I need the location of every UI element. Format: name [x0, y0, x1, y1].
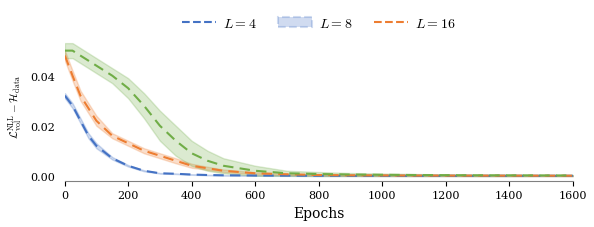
$L=16$ — [140, 105, 147, 108]
$L=4$ — [538, 175, 545, 177]
$L=8$ — [283, 173, 290, 176]
$L=16$ — [569, 174, 576, 177]
X-axis label: Epochs: Epochs — [293, 206, 345, 220]
Line: $L=16$: $L=16$ — [65, 51, 573, 176]
$L=8$ — [125, 142, 132, 145]
$L=4$ — [283, 175, 290, 177]
$L=16$ — [252, 170, 259, 172]
$L=16$ — [93, 65, 100, 68]
$L=4$ — [505, 175, 513, 177]
$L=4$ — [156, 172, 163, 175]
$L=8$ — [569, 175, 576, 177]
$L=8$ — [77, 95, 84, 98]
$L=4$ — [125, 165, 132, 167]
$L=8$ — [156, 155, 163, 157]
$L=16$ — [188, 152, 195, 155]
$L=8$ — [220, 170, 227, 172]
$L=16$ — [85, 60, 92, 63]
$L=16$ — [109, 75, 116, 78]
$L=8$ — [505, 175, 513, 177]
$L=8$ — [315, 174, 323, 177]
$L=4$ — [252, 174, 259, 177]
$L=4$ — [220, 174, 227, 177]
$L=16$ — [69, 50, 76, 53]
$L=8$ — [93, 120, 100, 123]
$L=4$ — [204, 174, 211, 177]
$L=8$ — [61, 55, 68, 58]
$L=4$ — [410, 175, 418, 177]
$L=4$ — [442, 175, 449, 177]
$L=4$ — [347, 175, 354, 177]
$L=8$ — [69, 75, 76, 78]
$L=8$ — [172, 160, 179, 162]
$L=16$ — [505, 174, 513, 177]
$L=4$ — [93, 145, 100, 148]
$L=16$ — [442, 174, 449, 177]
$L=8$ — [474, 175, 481, 177]
$L=8$ — [188, 165, 195, 167]
$L=8$ — [442, 174, 449, 177]
$L=4$ — [378, 175, 386, 177]
$L=16$ — [538, 174, 545, 177]
$L=16$ — [172, 140, 179, 143]
$L=8$ — [410, 174, 418, 177]
$L=8$ — [347, 174, 354, 177]
$L=16$ — [77, 55, 84, 58]
$L=16$ — [220, 165, 227, 167]
$L=8$ — [109, 135, 116, 138]
$L=16$ — [378, 174, 386, 176]
$L=4$ — [61, 95, 68, 98]
$L=4$ — [315, 175, 323, 177]
$L=4$ — [69, 105, 76, 108]
$L=16$ — [283, 172, 290, 175]
$L=16$ — [204, 160, 211, 162]
$L=8$ — [538, 175, 545, 177]
$L=16$ — [347, 173, 354, 176]
$L=8$ — [252, 172, 259, 175]
$L=16$ — [125, 87, 132, 90]
Y-axis label: $\mathcal{L}_{\mathrm{vol}}^{\mathrm{NLL}} - \mathcal{H}_{\mathrm{data}}$: $\mathcal{L}_{\mathrm{vol}}^{\mathrm{NLL… — [7, 74, 24, 138]
$L=8$ — [378, 174, 386, 177]
$L=4$ — [85, 135, 92, 138]
$L=4$ — [109, 157, 116, 160]
Line: $L=4$: $L=4$ — [65, 96, 573, 176]
$L=4$ — [569, 175, 576, 177]
$L=16$ — [474, 174, 481, 177]
$L=4$ — [140, 170, 147, 172]
$L=16$ — [156, 125, 163, 128]
$L=4$ — [474, 175, 481, 177]
$L=16$ — [61, 50, 68, 53]
Legend: $L=4$, $L=8$, $L=16$: $L=4$, $L=8$, $L=16$ — [176, 11, 462, 37]
$L=4$ — [188, 173, 195, 176]
$L=4$ — [172, 173, 179, 175]
$L=16$ — [315, 173, 323, 176]
$L=8$ — [204, 167, 211, 170]
$L=8$ — [140, 150, 147, 153]
$L=4$ — [77, 120, 84, 123]
$L=16$ — [410, 174, 418, 177]
Line: $L=8$: $L=8$ — [65, 56, 573, 176]
$L=8$ — [85, 107, 92, 110]
